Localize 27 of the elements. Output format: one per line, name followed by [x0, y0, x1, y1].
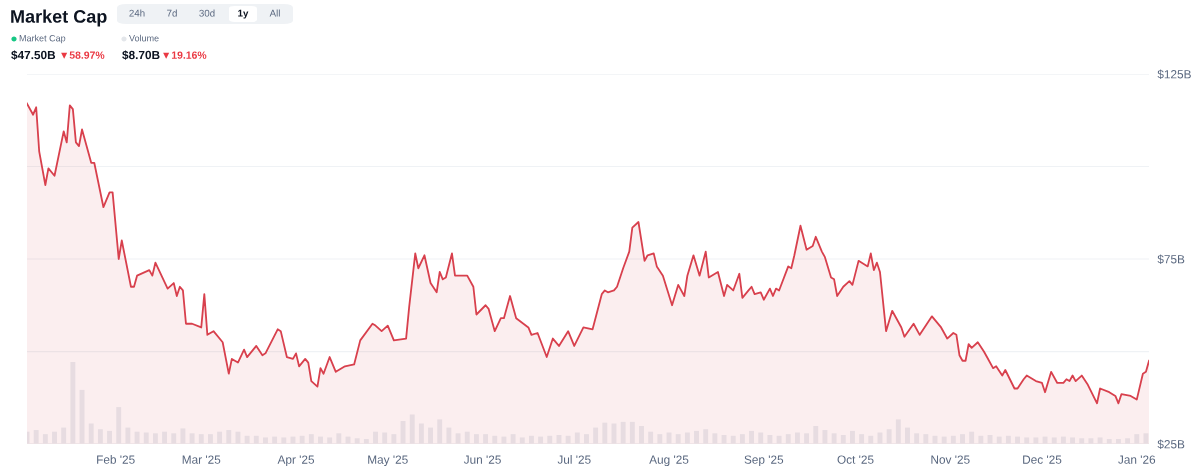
y-tick-label: $125B — [1157, 69, 1191, 80]
x-tick-label: May '25 — [368, 455, 408, 467]
y-tick-label: $25B — [1157, 439, 1185, 450]
text: 30d — [199, 9, 215, 17]
x-tick-label: Mar '25 — [182, 455, 221, 464]
x-tick-label: Apr '25 — [277, 455, 315, 467]
x-tick-label: Jan '26 — [1118, 455, 1156, 464]
x-tick-label: Dec '25 — [1023, 455, 1062, 464]
text: All — [269, 9, 280, 17]
text: ▼58.97% — [61, 51, 105, 59]
text: Market Cap — [19, 34, 66, 44]
text: $47.50B — [11, 50, 56, 60]
x-tick-label: Nov '25 — [931, 455, 970, 464]
text: $8.70B — [122, 50, 160, 60]
x-tick-label: Sep '25 — [744, 455, 784, 467]
x-tick-label: Jul '25 — [557, 455, 591, 464]
text: 1y — [238, 9, 249, 19]
chart-title: Market Cap — [11, 9, 107, 27]
text: 7d — [167, 9, 177, 17]
x-tick-label: Jun '25 — [463, 455, 501, 464]
text: Volume — [129, 34, 159, 42]
x-tick-label: Aug '25 — [649, 455, 689, 467]
y-tick-label: $75B — [1157, 254, 1185, 265]
text: ▼19.16% — [163, 51, 207, 59]
x-tick-label: Oct '25 — [837, 455, 874, 464]
text: 24h — [129, 9, 145, 17]
x-tick-label: Feb '25 — [97, 455, 135, 464]
